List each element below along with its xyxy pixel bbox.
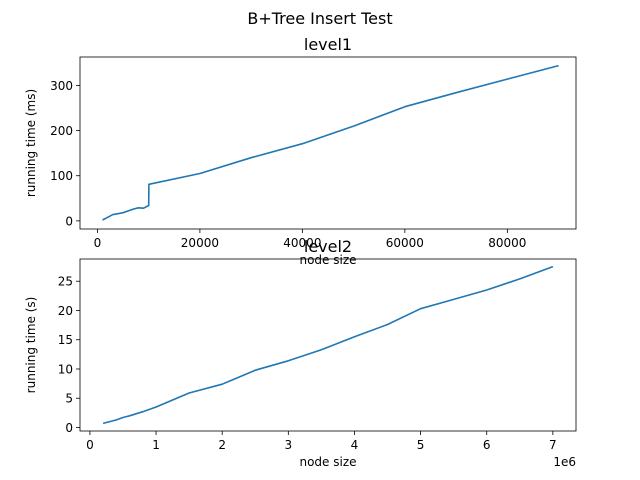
y-tick-label: 25: [58, 275, 73, 289]
x-tick-label: 0: [94, 236, 102, 250]
series-line: [102, 265, 554, 425]
y-tick-label: 20: [58, 304, 73, 318]
y-tick-label: 0: [65, 421, 73, 435]
subplot-1: 0 20000 40000 60000 80000 0 100 200 300 node size…: [24, 35, 577, 267]
x-tick-label: 1: [152, 438, 160, 452]
series-line: [102, 64, 559, 221]
x-tick-label: 2: [218, 438, 226, 452]
x-tick-label: 60000: [386, 236, 424, 250]
x-tick-label: 6: [483, 438, 491, 452]
y-tick-label: 5: [65, 392, 73, 406]
axes-frame: [79, 56, 577, 230]
figure-suptitle: B+Tree Insert Test: [247, 9, 392, 28]
axes-frame: [79, 258, 577, 432]
y-tick-label: 200: [50, 124, 73, 138]
x-tick-label: 3: [284, 438, 292, 452]
subplot-title: level2: [304, 237, 352, 256]
y-tick-label: 300: [50, 79, 73, 93]
x-axis-label: node size: [299, 455, 356, 469]
subplot-title: level1: [304, 35, 352, 54]
y-tick-label: 15: [58, 333, 73, 347]
y-axis-label: running time (s): [24, 297, 38, 394]
x-tick-label: 4: [351, 438, 359, 452]
y-tick-label: 10: [58, 362, 73, 376]
y-tick-label: 100: [50, 169, 73, 183]
x-tick-label: 80000: [488, 236, 526, 250]
x-tick-label: 7: [549, 438, 557, 452]
y-axis-label: running time (ms): [24, 89, 38, 197]
x-tick-label: 5: [417, 438, 425, 452]
y-tick-label: 0: [65, 214, 73, 228]
x-offset-text: 1e6: [553, 455, 576, 469]
x-axis-label: node size: [299, 253, 356, 267]
x-tick-label: 40000: [283, 236, 321, 250]
subplot-2: 0 1 2 3 4 5 6 7 0 5 10 15 20 25 node size running time …: [24, 237, 577, 469]
x-tick-label: 20000: [181, 236, 219, 250]
x-tick-label: 0: [86, 438, 94, 452]
